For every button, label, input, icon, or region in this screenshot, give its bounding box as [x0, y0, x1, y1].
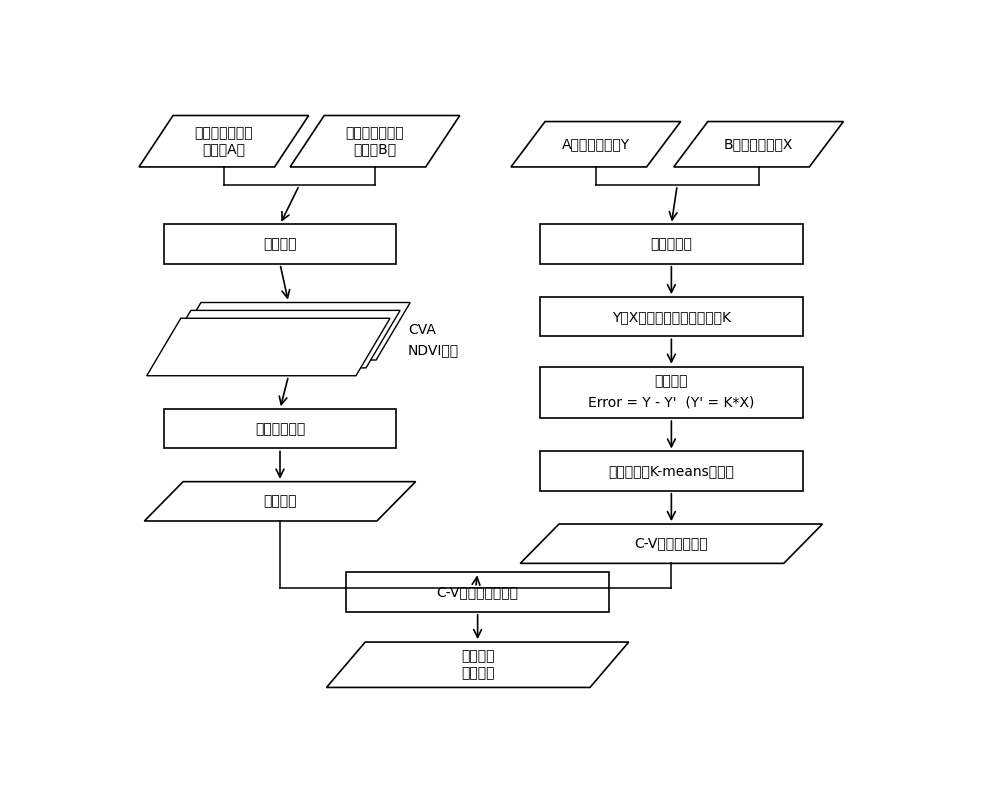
Bar [164, 409, 396, 448]
Polygon shape [147, 318, 390, 376]
Text: Error = Y - Y'  (Y' = K*X): Error = Y - Y' (Y' = K*X) [588, 395, 755, 409]
Polygon shape [674, 122, 843, 167]
Text: 几何校正: 几何校正 [263, 237, 297, 251]
Polygon shape [326, 642, 629, 688]
Polygon shape [144, 482, 416, 521]
Polygon shape [511, 122, 681, 167]
Text: B的近红外波段X: B的近红外波段X [724, 138, 793, 151]
Text: 拟合误差的K-means二分类: 拟合误差的K-means二分类 [608, 464, 734, 478]
Polygon shape [520, 524, 822, 564]
Text: Y、X的最小二乘法拟合系数K: Y、X的最小二乘法拟合系数K [612, 310, 731, 324]
Polygon shape [167, 303, 410, 360]
Text: 火灾发生前影像
（时相A）: 火灾发生前影像 （时相A） [194, 126, 253, 156]
Bar [540, 366, 803, 418]
Text: 协方差矩阵: 协方差矩阵 [650, 237, 692, 251]
Text: 火烧迹地
检测结果: 火烧迹地 检测结果 [461, 650, 494, 680]
Text: 差异图像: 差异图像 [263, 494, 297, 509]
Text: C-V模型水平集分割: C-V模型水平集分割 [437, 585, 519, 599]
Text: 火灾发生后影像
（时相B）: 火灾发生后影像 （时相B） [346, 126, 404, 156]
Text: 拟合误差: 拟合误差 [655, 374, 688, 388]
Polygon shape [139, 116, 309, 167]
Bar [346, 572, 609, 612]
Bar [540, 297, 803, 336]
Polygon shape [157, 310, 400, 368]
Text: CVA: CVA [408, 323, 436, 337]
Text: 特征加权融合: 特征加权融合 [255, 422, 305, 435]
Bar [540, 451, 803, 490]
Text: NDVI差值: NDVI差值 [408, 343, 459, 357]
Polygon shape [290, 116, 460, 167]
Bar [164, 225, 396, 264]
Text: A的近红外波段Y: A的近红外波段Y [562, 138, 630, 151]
Text: C-V模型初始曲线: C-V模型初始曲线 [635, 537, 708, 551]
Bar [540, 225, 803, 264]
